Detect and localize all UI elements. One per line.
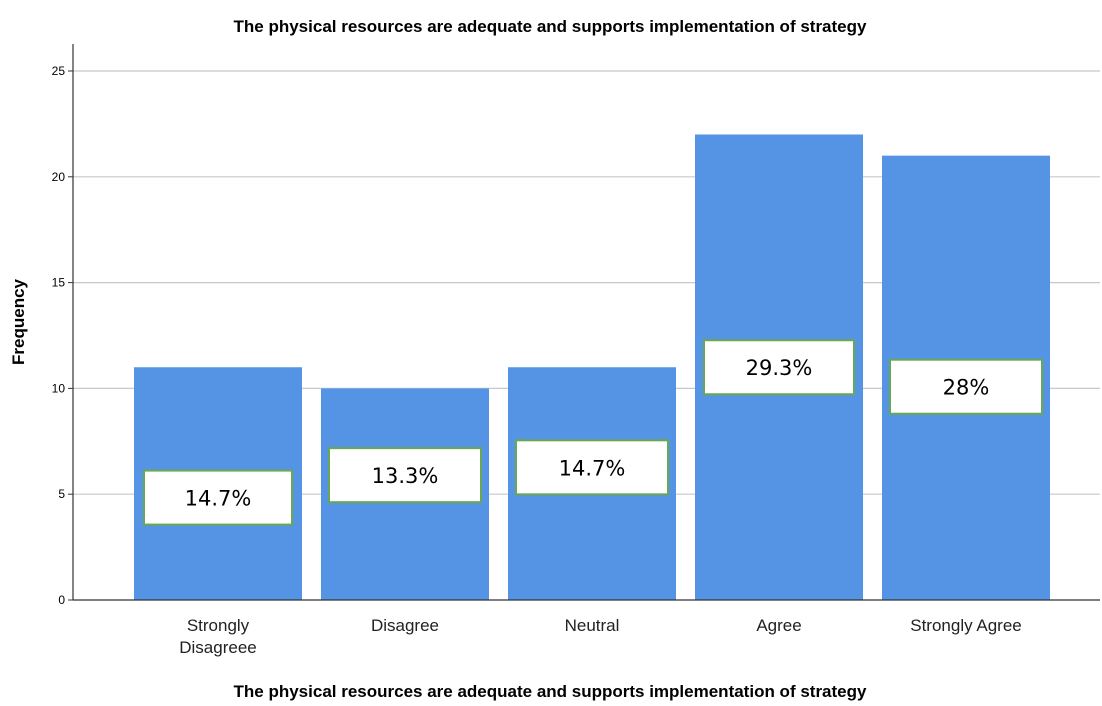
data-label-box-4 bbox=[889, 358, 1043, 415]
y-tick-label-20: 20 bbox=[52, 170, 66, 184]
chart-title: The physical resources are adequate and … bbox=[234, 17, 867, 36]
x-tick-label-4: Strongly Agree bbox=[910, 616, 1022, 635]
data-label-box-3 bbox=[703, 339, 855, 396]
data-labels: 14.7% 13.3% 14.7% 29.3% 28% bbox=[143, 339, 1043, 526]
y-axis-label: Frequency bbox=[9, 278, 28, 365]
data-label-box-0 bbox=[143, 469, 293, 526]
x-tick-label-0-line-1: Disagreee bbox=[179, 638, 257, 657]
y-tick-label-5: 5 bbox=[58, 487, 65, 501]
x-axis-label: The physical resources are adequate and … bbox=[234, 682, 867, 701]
y-tick-label-25: 25 bbox=[52, 64, 66, 78]
y-tick-label-15: 15 bbox=[52, 276, 66, 290]
y-tick-label-0: 0 bbox=[58, 593, 65, 607]
x-tick-label-0-line-0: Strongly bbox=[187, 616, 250, 635]
data-label-3: 29.3% bbox=[746, 356, 813, 380]
axes: 0 5 10 15 20 25 Strongly Disagreee Disagree Neutr… bbox=[52, 44, 1100, 657]
y-tick-label-10: 10 bbox=[52, 381, 66, 395]
x-tick-label-3: Agree bbox=[756, 616, 801, 635]
data-label-1: 13.3% bbox=[372, 464, 439, 488]
data-label-2: 14.7% bbox=[559, 456, 626, 480]
data-label-box-2 bbox=[515, 439, 669, 496]
data-label-box-1 bbox=[328, 447, 482, 504]
x-tick-label-1: Disagree bbox=[371, 616, 439, 635]
x-tick-label-2: Neutral bbox=[565, 616, 620, 635]
data-label-0: 14.7% bbox=[185, 487, 252, 511]
data-label-4: 28% bbox=[943, 376, 990, 400]
